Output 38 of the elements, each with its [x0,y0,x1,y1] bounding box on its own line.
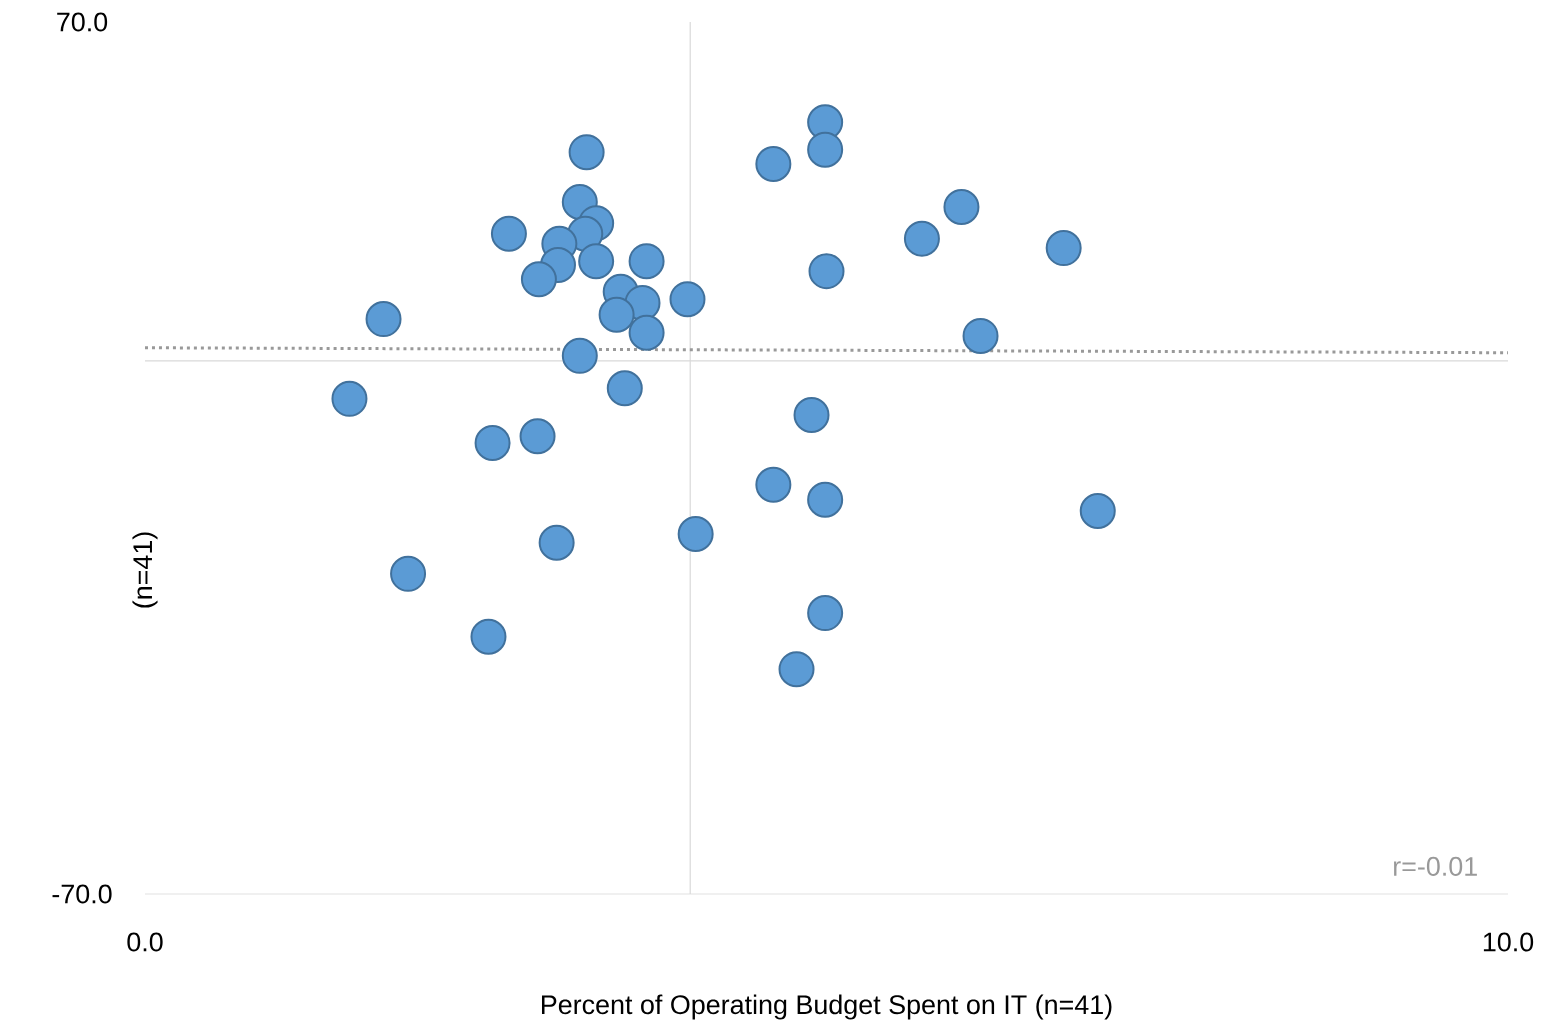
y-tick-label: 70.0 [57,12,108,32]
point [538,524,575,561]
point [807,594,844,631]
point [669,280,706,317]
point [903,220,940,257]
point [807,481,844,518]
point [474,424,511,461]
point [568,133,605,170]
point [793,396,830,433]
point [578,242,615,279]
x-tick-label: 10.0 [1483,932,1534,952]
point [390,555,427,592]
annotation: r=-0.01 [1394,856,1477,876]
point [520,260,557,297]
point [943,188,980,225]
point [365,300,402,337]
point [628,242,665,279]
point [808,252,845,289]
x-tick-label: 0.0 [127,932,163,952]
point [1045,229,1082,266]
point [519,417,556,454]
y-tick-label: -70.0 [52,884,112,904]
point [677,515,714,552]
x-axis-title: Percent of Operating Budget Spent on IT (n=41) [541,994,1112,1020]
point [606,369,643,406]
point [470,618,507,655]
point [755,145,792,182]
point [755,466,792,503]
point [490,215,527,252]
point [778,650,815,687]
point [598,296,635,333]
point [331,380,368,417]
point [628,314,665,351]
point [962,317,999,354]
point [807,131,844,168]
y-axis-title: (n=41) [132,532,158,608]
point [1079,492,1116,529]
point [561,337,598,374]
